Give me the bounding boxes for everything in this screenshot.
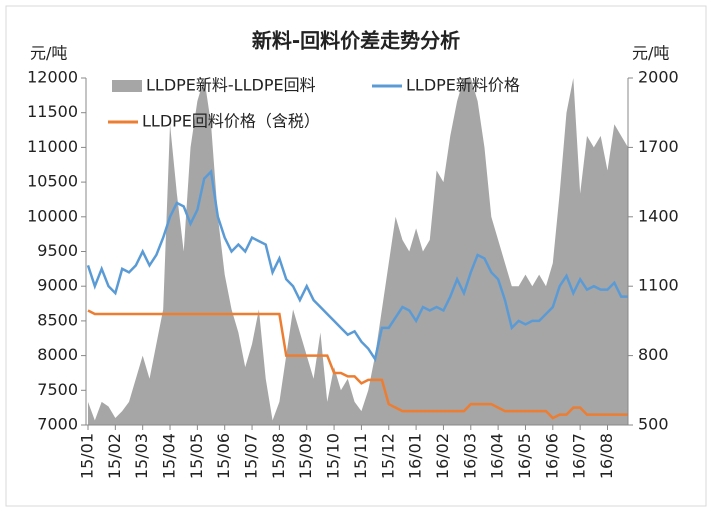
x-tick-label: 16/08 [597,433,616,479]
x-tick-label: 15/11 [351,433,370,479]
x-tick-label: 16/07 [570,433,589,479]
x-tick-label: 16/01 [406,433,425,479]
y-tick-label: 11000 [27,137,78,156]
y2-tick-label: 1100 [638,276,679,295]
x-tick-label: 15/08 [269,433,288,479]
y2-tick-label: 1400 [638,206,679,225]
x-tick-label: 16/02 [433,433,452,479]
x-tick-label: 16/03 [460,433,479,479]
legend-label: LLDPE新料价格 [406,76,520,95]
y-tick-label: 11500 [27,102,78,121]
y-tick-label: 8000 [37,345,78,364]
chart-title: 新料-回料价差走势分析 [252,29,460,53]
x-tick-label: 15/03 [132,433,151,479]
y-axis-label: 元/吨 [30,44,67,63]
y2-tick-label: 500 [638,415,669,434]
price-line [87,309,628,420]
legend-label: LLDPE回料价格（含税） [142,112,320,131]
y-tick-label: 9000 [37,276,78,295]
x-tick-label: 15/07 [242,433,261,479]
price-line [86,169,628,363]
y-tick-label: 10000 [27,206,78,225]
y-tick-label: 12000 [27,68,78,87]
x-tick-label: 15/10 [324,433,343,479]
y-tick-label: 7500 [37,380,78,399]
x-tick-label: 15/04 [160,433,179,479]
y-tick-label: 8500 [37,310,78,329]
x-tick-label: 15/02 [105,433,124,479]
x-tick-label: 15/01 [78,433,97,479]
legend-swatch [112,80,142,92]
y2-tick-label: 800 [638,345,669,364]
y2-tick-label: 2000 [638,68,679,87]
y2-axis-label: 元/吨 [632,44,669,63]
spread-area [88,78,628,425]
x-tick-label: 16/06 [542,433,561,479]
x-tick-label: 15/12 [378,433,397,479]
legend-label: LLDPE新料-LLDPE回料 [146,76,316,95]
y-tick-label: 7000 [37,415,78,434]
y-tick-label: 9500 [37,241,78,260]
x-tick-label: 16/05 [515,433,534,479]
y-tick-label: 10500 [27,172,78,191]
x-tick-label: 15/05 [187,433,206,479]
y2-tick-label: 1700 [638,137,679,156]
x-tick-label: 15/06 [214,433,233,479]
x-tick-label: 16/04 [488,433,507,479]
x-tick-label: 15/09 [296,433,315,479]
